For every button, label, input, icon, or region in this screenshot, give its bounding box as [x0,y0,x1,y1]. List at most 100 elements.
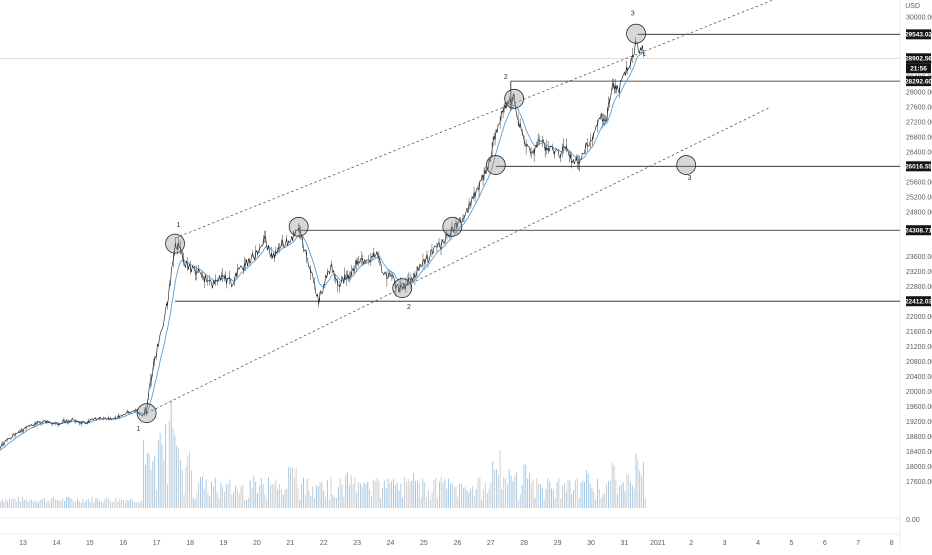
volume-bar [214,477,216,508]
x-tick-label: 3 [723,540,727,547]
volume-bar [154,456,156,508]
x-axis-ticks: 13 14 15 16 17 18 19 20 21 22 23 24 25 26 27 28 29 30 31 20… [19,540,894,547]
x-tick-label: 18 [186,540,194,547]
volume-bar [275,479,277,508]
volume-bar [75,501,77,508]
touch-circle [165,233,185,254]
volume-bar [424,482,426,508]
volume-bar [187,456,189,508]
volume-bar [622,482,624,508]
touch-circles [136,23,697,424]
x-tick-label: 31 [620,540,628,547]
volume-bar [246,500,247,508]
volume-bar [413,473,415,508]
volume-bar [201,476,203,508]
volume-bar [295,468,297,508]
volume-bar [49,502,51,508]
volume-bar [543,499,545,508]
volume-bar [578,497,580,508]
x-tick-label: 20 [253,540,261,547]
volume-bar [584,481,586,508]
volume-bar [303,477,304,508]
volume-bar [538,483,540,508]
volume-bar [93,502,95,508]
volume-bar [473,496,475,508]
volume-bar [325,497,326,508]
volume-bar [497,475,499,508]
volume-bar [54,499,56,508]
volume-bar [86,499,88,508]
volume-bar [97,498,99,508]
volume-bar [475,489,477,508]
volume-bar [306,479,308,508]
volume-bar [20,502,21,508]
x-tick-label: 2 [689,540,693,547]
volume-bar [611,462,613,508]
volume-bar [437,498,439,508]
volume-bar [642,462,644,508]
volume-bar [157,440,159,508]
volume-bar [273,484,275,508]
volume-bar [27,501,29,508]
volume-bar [440,476,442,508]
volume-bar [216,492,218,508]
volume-bar [257,492,258,508]
volume-bar [455,486,457,508]
volume-bar [102,502,104,508]
volume-bar [240,486,242,508]
volume-bar [205,479,207,508]
volume-bar [624,491,626,508]
volume-bar [617,494,619,508]
annotations: 1 2 3 1 2 3 [136,10,691,432]
volume-bar [453,486,455,508]
volume-bar [347,472,349,508]
volume-bar [137,501,139,508]
volume-bar [510,475,512,508]
volume-bar [569,480,571,508]
volume-bar [249,480,251,508]
volume-bar [556,482,558,508]
volume-bar [387,478,389,508]
volume-bar [43,497,45,508]
volume-bar [591,487,593,508]
x-tick-label: 23 [353,540,361,547]
volume-bar [336,498,337,508]
volume-bar [396,482,398,508]
volume-bar [442,482,444,508]
volume-bar [635,454,637,508]
volume-bar [277,489,279,508]
volume-bar [117,501,119,508]
volume-bar [126,499,128,508]
volume-bar [593,491,595,508]
volume-bar [284,489,286,508]
volume-bar [527,478,529,508]
volume-bar [534,497,536,508]
volume-bar [128,500,130,508]
last-price-label-bg [906,53,931,64]
volume-bar [369,489,371,508]
volume-bar [141,499,143,508]
volume-bar [416,480,418,508]
level-price-label-bg [906,296,931,307]
volume-bar [7,500,9,508]
volume-bar [609,480,611,508]
volume-bar [301,483,303,508]
volume-bar [165,423,167,508]
volume-bar [450,484,451,508]
volume-bar [376,477,378,508]
volume-bar [139,502,141,508]
volume-bar [563,483,565,508]
y-tick-label: 27200.00 [906,120,932,127]
volume-bar [602,494,604,508]
volume-bar [613,465,615,508]
volume-bar [88,498,89,508]
volume-bar [529,473,530,508]
volume-bar [598,489,600,508]
volume-bar [337,487,339,508]
volume-bar [224,492,225,508]
touch-circle [485,155,506,175]
volume-bar [69,497,71,508]
volume-bar [405,481,407,508]
volume-bar [400,483,402,508]
